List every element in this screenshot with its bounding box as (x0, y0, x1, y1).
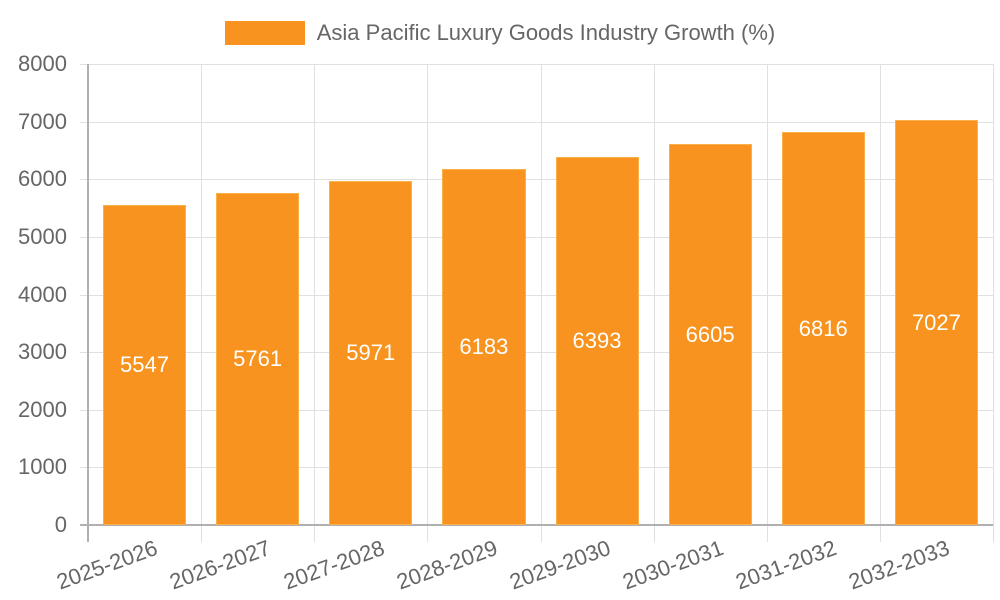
legend-label: Asia Pacific Luxury Goods Industry Growt… (316, 20, 776, 45)
gridline-vertical (653, 64, 655, 542)
gridline-vertical (427, 64, 429, 542)
y-tick-label: 6000 (18, 166, 67, 192)
x-tick-label: 2030-2031 (619, 535, 727, 595)
gridline-horizontal (80, 64, 993, 65)
bar-value-label: 6183 (459, 333, 509, 359)
gridline-horizontal (80, 236, 993, 238)
gridline-horizontal (80, 467, 993, 469)
bar[interactable] (781, 132, 865, 525)
gridline-vertical (766, 64, 768, 542)
legend-swatch (224, 21, 305, 45)
y-tick-label: 1000 (18, 454, 67, 480)
y-tick-label: 5000 (18, 223, 67, 249)
y-axis (87, 64, 89, 542)
x-tick-label: 2029-2030 (506, 535, 614, 595)
bar[interactable] (103, 205, 187, 525)
bar[interactable] (216, 193, 300, 525)
gridline-vertical (314, 64, 316, 542)
gridline-horizontal (80, 179, 993, 181)
x-tick-label: 2025-2026 (53, 535, 162, 595)
bar-value-label: 6393 (572, 327, 622, 353)
bar[interactable] (668, 144, 752, 525)
gridline-vertical (879, 64, 881, 542)
x-tick-label: 2028-2029 (393, 535, 501, 595)
gridline-horizontal (80, 121, 993, 123)
y-tick-label: 8000 (18, 51, 67, 76)
y-tick-label: 0 (54, 512, 67, 537)
gridline-vertical (201, 64, 203, 542)
gridline-horizontal (80, 294, 993, 296)
bar-value-label: 7027 (911, 309, 961, 335)
bar-value-label: 5971 (346, 339, 396, 365)
x-tick-label: 2032-2033 (845, 535, 953, 595)
gridline-vertical (993, 64, 994, 542)
x-tick-label: 2027-2028 (279, 535, 388, 595)
gridline-vertical (540, 64, 542, 542)
bar[interactable] (555, 156, 639, 525)
x-axis (80, 524, 993, 526)
bar-value-label: 6816 (798, 315, 848, 341)
gridline-horizontal (80, 352, 993, 354)
bar[interactable] (329, 180, 413, 525)
gridline-horizontal (80, 409, 993, 411)
bar-value-label: 5761 (233, 346, 283, 371)
y-tick-label: 4000 (18, 281, 67, 307)
x-tick-label: 2026-2027 (166, 535, 275, 595)
y-tick-label: 7000 (18, 108, 67, 134)
bar[interactable] (442, 168, 526, 525)
chart-legend[interactable]: Asia Pacific Luxury Goods Industry Growt… (0, 18, 1000, 48)
bar-value-label: 6605 (685, 321, 735, 347)
y-tick-label: 2000 (18, 396, 67, 422)
x-tick-label: 2031-2032 (732, 535, 840, 595)
y-tick-label: 3000 (18, 339, 67, 365)
bar[interactable] (894, 120, 978, 525)
bar-value-label: 5547 (120, 352, 169, 378)
